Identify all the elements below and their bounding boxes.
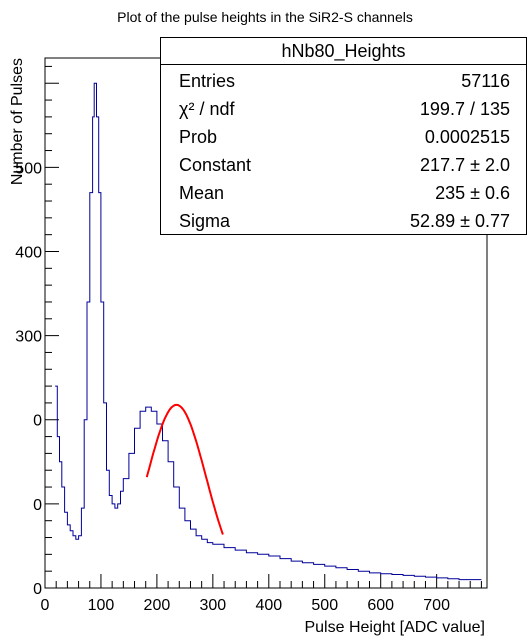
stats-label: Mean <box>179 183 225 203</box>
gaussian-fit-line <box>145 403 224 535</box>
stats-value: 235 ± 0.6 <box>435 183 510 203</box>
y-axis-ticks: 0 0 0 300 400 500 <box>15 65 59 598</box>
y-tick-label: 300 <box>15 329 42 346</box>
stats-value: 52.89 ± 0.77 <box>410 211 510 231</box>
y-tick-label: 400 <box>15 244 42 261</box>
x-tick-label: 500 <box>311 597 338 614</box>
x-tick-label: 0 <box>41 597 50 614</box>
y-tick-label: 0 <box>33 497 42 514</box>
x-axis-ticks: 0 100 200 300 400 500 600 700 <box>41 574 482 614</box>
stats-label: χ² / ndf <box>179 99 235 119</box>
stats-row-constant: Constant 217.7 ± 2.0 <box>161 151 526 179</box>
y-axis-label: Number of Pulses <box>9 58 26 185</box>
stats-box: hNb80_Heights Entries 57116 χ² / ndf 199… <box>160 37 527 235</box>
x-tick-label: 200 <box>144 597 171 614</box>
stats-label: Sigma <box>179 211 231 231</box>
stats-value: 57116 <box>461 71 510 91</box>
y-tick-label: 0 <box>33 581 42 598</box>
stats-label: Entries <box>179 71 236 91</box>
stats-row-prob: Prob 0.0002515 <box>161 123 526 151</box>
stats-row-chi2: χ² / ndf 199.7 / 135 <box>161 95 526 123</box>
stats-value: 217.7 ± 2.0 <box>420 155 510 175</box>
stats-label: Prob <box>179 127 218 147</box>
y-tick-label: 500 <box>15 160 42 177</box>
y-tick-label: 0 <box>33 413 42 430</box>
x-tick-label: 100 <box>88 597 115 614</box>
stats-row-entries: Entries 57116 <box>161 67 526 95</box>
stats-value: 199.7 / 135 <box>419 99 510 119</box>
x-tick-label: 700 <box>423 597 450 614</box>
stats-box-title: hNb80_Heights <box>161 38 526 65</box>
stats-row-sigma: Sigma 52.89 ± 0.77 <box>161 207 526 235</box>
stats-label: Constant <box>179 155 252 175</box>
x-tick-label: 300 <box>199 597 226 614</box>
x-tick-label: 400 <box>255 597 282 614</box>
chart-title: Plot of the pulse heights in the SiR2-S … <box>117 9 413 25</box>
stats-value: 0.0002515 <box>424 127 510 147</box>
x-tick-label: 600 <box>367 597 394 614</box>
stats-row-mean: Mean 235 ± 0.6 <box>161 179 526 207</box>
x-axis-label: Pulse Height [ADC value] <box>304 619 485 636</box>
